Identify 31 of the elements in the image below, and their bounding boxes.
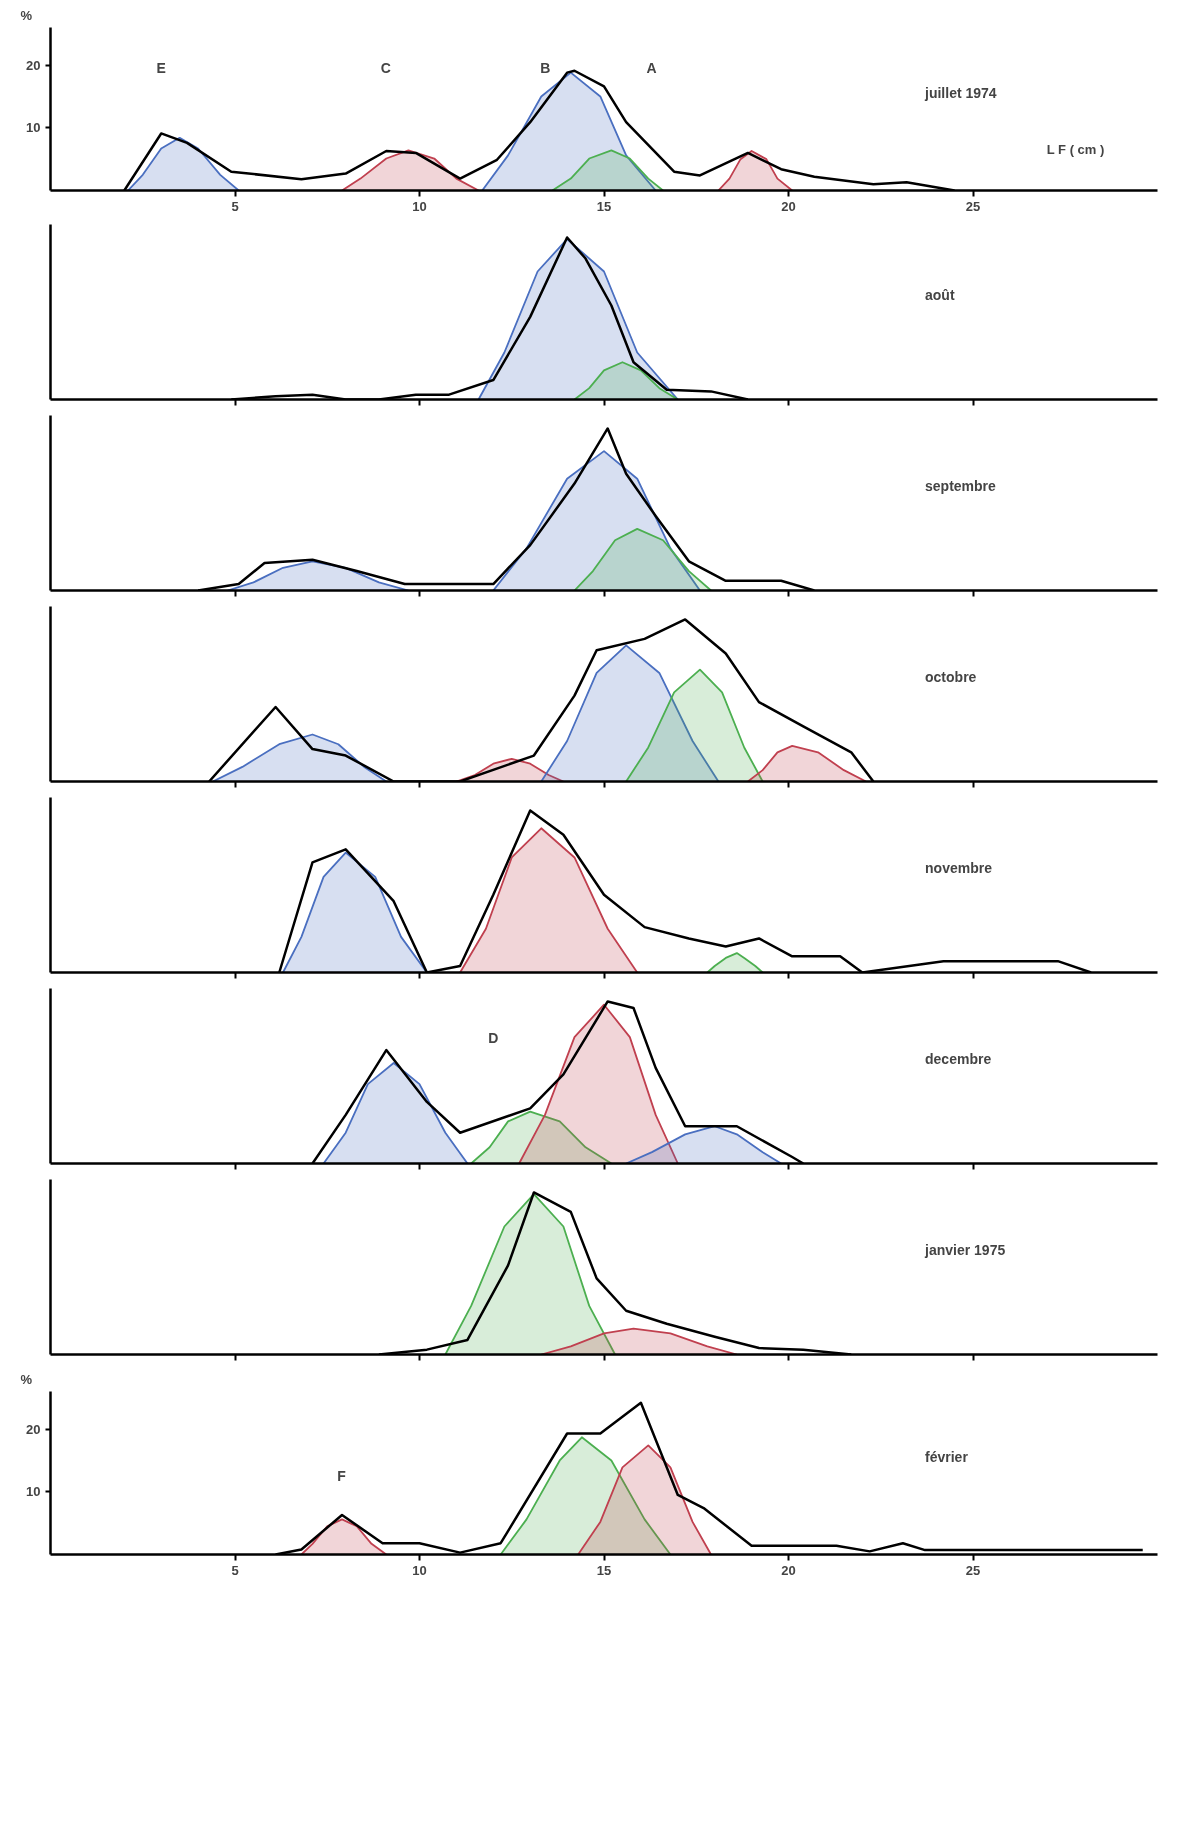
x-tick-label: 5 <box>231 198 239 214</box>
x-tick-label: 15 <box>596 198 612 214</box>
x-tick-label: 20 <box>781 198 796 214</box>
x-tick-label: 10 <box>412 198 427 214</box>
y-tick-label: 10 <box>26 1484 41 1500</box>
annotation: janvier 1975 <box>924 1241 1006 1258</box>
annotation: juillet 1974 <box>924 84 997 101</box>
annotation: D <box>488 1029 499 1046</box>
x-tick-label: 20 <box>781 1562 796 1578</box>
y-axis-title: % <box>20 7 33 23</box>
annotation: août <box>925 286 955 303</box>
y-tick-label: 20 <box>26 1421 41 1437</box>
annotation: février <box>925 1448 969 1465</box>
annotation: septembre <box>925 477 997 494</box>
x-tick-label: 5 <box>231 1562 239 1578</box>
x-tick-label: 25 <box>965 1562 981 1578</box>
annotation: B <box>540 60 551 77</box>
annotation: E <box>156 60 166 77</box>
y-tick-label: 20 <box>26 57 41 73</box>
annotation: decembre <box>925 1050 992 1067</box>
y-axis-title: % <box>20 1371 33 1387</box>
annotation: octobre <box>925 668 977 685</box>
y-tick-label: 10 <box>26 120 41 136</box>
annotation: C <box>380 60 391 77</box>
x-tick-label: 10 <box>412 1562 427 1578</box>
x-tick-label: 15 <box>596 1562 612 1578</box>
x-axis-title: L F ( cm ) <box>1046 142 1105 158</box>
annotation: novembre <box>925 859 993 876</box>
x-tick-label: 25 <box>965 198 981 214</box>
annotation: A <box>646 60 657 77</box>
annotation: F <box>337 1468 347 1485</box>
